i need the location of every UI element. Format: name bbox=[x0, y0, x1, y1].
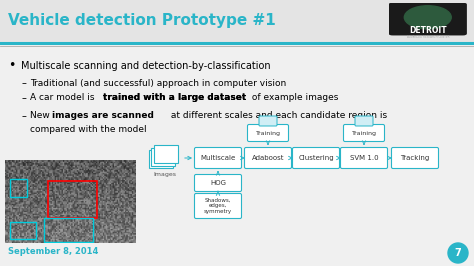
Text: Vehicle detection Prototype #1: Vehicle detection Prototype #1 bbox=[8, 13, 276, 27]
Text: Tracking: Tracking bbox=[401, 155, 429, 161]
Bar bbox=[10, 222, 36, 239]
Text: at different scales and each candidate region is: at different scales and each candidate r… bbox=[168, 111, 387, 120]
Text: Multiscale: Multiscale bbox=[201, 155, 236, 161]
Text: •: • bbox=[8, 60, 15, 73]
Text: Clustering: Clustering bbox=[298, 155, 334, 161]
FancyBboxPatch shape bbox=[245, 148, 292, 168]
FancyBboxPatch shape bbox=[355, 116, 373, 126]
Circle shape bbox=[404, 6, 451, 29]
FancyBboxPatch shape bbox=[194, 174, 241, 192]
Text: SVM 1.0: SVM 1.0 bbox=[350, 155, 378, 161]
Bar bbox=[152, 148, 175, 165]
Bar bbox=[44, 218, 93, 242]
FancyBboxPatch shape bbox=[247, 124, 289, 142]
Text: trained with a large dataset: trained with a large dataset bbox=[103, 94, 246, 102]
Text: A car model is: A car model is bbox=[30, 94, 97, 102]
FancyBboxPatch shape bbox=[392, 148, 438, 168]
Bar bbox=[0, 0, 474, 42]
Text: –: – bbox=[22, 93, 27, 103]
Text: Multiscale scanning and detection-by-classification: Multiscale scanning and detection-by-cla… bbox=[21, 61, 271, 71]
FancyBboxPatch shape bbox=[259, 116, 277, 126]
Text: HOG: HOG bbox=[210, 180, 226, 186]
FancyBboxPatch shape bbox=[389, 3, 467, 35]
Text: Shadows,
edges,
symmetry: Shadows, edges, symmetry bbox=[204, 198, 232, 214]
Bar bbox=[154, 145, 178, 163]
Text: –: – bbox=[22, 111, 27, 121]
Text: Traditional (and successful) approach in computer vision: Traditional (and successful) approach in… bbox=[30, 78, 286, 88]
Bar bbox=[10, 179, 27, 197]
Text: ADVANCED RESEARCH CENTER: ADVANCED RESEARCH CENTER bbox=[407, 35, 449, 39]
Text: trained with a large dataset: trained with a large dataset bbox=[103, 94, 246, 102]
Text: compared with the model: compared with the model bbox=[30, 124, 146, 134]
Text: Images: Images bbox=[154, 172, 176, 177]
Text: Adaboost: Adaboost bbox=[252, 155, 284, 161]
FancyBboxPatch shape bbox=[194, 193, 241, 218]
FancyBboxPatch shape bbox=[340, 148, 388, 168]
Text: Training: Training bbox=[352, 131, 376, 135]
FancyBboxPatch shape bbox=[194, 148, 241, 168]
Text: DETROIT: DETROIT bbox=[409, 26, 447, 35]
Text: Training: Training bbox=[255, 131, 281, 135]
FancyBboxPatch shape bbox=[344, 124, 384, 142]
Text: images are scanned: images are scanned bbox=[52, 111, 154, 120]
Bar bbox=[48, 181, 97, 218]
Circle shape bbox=[448, 243, 468, 263]
Text: of example images: of example images bbox=[249, 94, 338, 102]
Text: –: – bbox=[22, 78, 27, 88]
Bar bbox=[149, 150, 173, 168]
FancyBboxPatch shape bbox=[292, 148, 339, 168]
Text: 7: 7 bbox=[455, 248, 461, 258]
Text: New: New bbox=[30, 111, 53, 120]
Text: September 8, 2014: September 8, 2014 bbox=[8, 247, 99, 256]
